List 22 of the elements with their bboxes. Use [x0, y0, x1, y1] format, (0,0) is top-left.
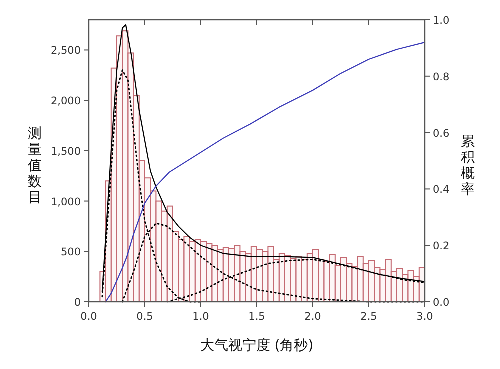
y-tick-label: 2,000 [50, 96, 81, 108]
y-tick-label: 0 [74, 297, 81, 309]
y-axis-title: 测量值数目 [28, 126, 42, 206]
y-tick-label: 1,500 [50, 146, 81, 158]
y2-axis-title: 累积概率 [461, 134, 475, 198]
x-tick-label: 2.0 [304, 311, 322, 323]
x-tick-label: 1.5 [248, 311, 266, 323]
x-tick-label: 0.5 [136, 311, 154, 323]
y-tick-label: 1,000 [50, 196, 81, 208]
y-tick-label: 2,500 [50, 45, 81, 58]
y2-tick-label: 0.8 [433, 71, 450, 84]
x-tick-label: 2.5 [360, 311, 378, 323]
x-tick-label: 3.0 [416, 311, 434, 323]
y-tick-label: 500 [60, 246, 81, 259]
y2-tick-label: 0.0 [433, 297, 450, 309]
y2-tick-label: 0.4 [433, 184, 450, 196]
x-tick-label: 0.0 [80, 311, 98, 323]
y2-tick-label: 0.2 [433, 240, 450, 253]
x-tick-label: 1.0 [192, 311, 210, 323]
y2-tick-label: 1.0 [433, 15, 450, 27]
x-axis-title: 大气视宁度 (角秒) [200, 338, 314, 354]
y2-tick-label: 0.6 [433, 128, 450, 140]
